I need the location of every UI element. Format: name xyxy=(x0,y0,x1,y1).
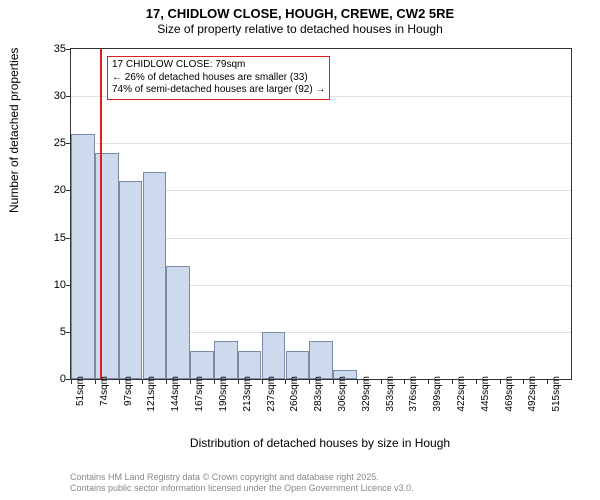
xtick-mark xyxy=(476,379,477,384)
gridline xyxy=(71,143,571,144)
marker-annotation: 17 CHIDLOW CLOSE: 79sqm ← 26% of detache… xyxy=(107,56,330,100)
xtick-label: 399sqm xyxy=(432,376,443,412)
annotation-line-3: 74% of semi-detached houses are larger (… xyxy=(112,84,325,97)
histogram-bar xyxy=(166,266,190,379)
y-axis-label: Number of detached properties xyxy=(7,48,21,213)
xtick-mark xyxy=(381,379,382,384)
xtick-mark xyxy=(71,379,72,384)
title-line-1: 17, CHIDLOW CLOSE, HOUGH, CREWE, CW2 5RE xyxy=(0,6,600,22)
annotation-line-2: ← 26% of detached houses are smaller (33… xyxy=(112,72,325,85)
chart-title: 17, CHIDLOW CLOSE, HOUGH, CREWE, CW2 5RE… xyxy=(0,0,600,37)
xtick-mark xyxy=(190,379,191,384)
xtick-label: 237sqm xyxy=(266,376,277,412)
ytick-label: 35 xyxy=(41,43,66,55)
xtick-mark xyxy=(500,379,501,384)
xtick-mark xyxy=(357,379,358,384)
title-line-2: Size of property relative to detached ho… xyxy=(0,22,600,37)
xtick-label: 445sqm xyxy=(480,376,491,412)
footer-line-1: Contains HM Land Registry data © Crown c… xyxy=(70,472,414,483)
xtick-mark xyxy=(523,379,524,384)
histogram-bar xyxy=(119,181,143,379)
xtick-label: 121sqm xyxy=(146,376,157,412)
x-axis-label: Distribution of detached houses by size … xyxy=(70,436,570,473)
ytick-label: 25 xyxy=(41,137,66,149)
chart-container: Number of detached properties 0510152025… xyxy=(45,48,575,418)
xtick-mark xyxy=(119,379,120,384)
xtick-mark xyxy=(262,379,263,384)
xtick-label: 74sqm xyxy=(99,376,110,406)
xtick-label: 515sqm xyxy=(551,376,562,412)
xtick-label: 283sqm xyxy=(313,376,324,412)
xtick-label: 167sqm xyxy=(194,376,205,412)
xtick-label: 376sqm xyxy=(408,376,419,412)
histogram-bar xyxy=(214,341,238,379)
xtick-mark xyxy=(95,379,96,384)
xtick-label: 353sqm xyxy=(385,376,396,412)
ytick-label: 30 xyxy=(41,90,66,102)
ytick-mark xyxy=(66,49,71,50)
ytick-mark xyxy=(66,96,71,97)
histogram-bar xyxy=(286,351,310,379)
xtick-mark xyxy=(333,379,334,384)
histogram-bar xyxy=(309,341,333,379)
property-marker-line xyxy=(100,49,102,379)
xtick-label: 97sqm xyxy=(123,376,134,406)
xtick-mark xyxy=(214,379,215,384)
ytick-label: 5 xyxy=(41,326,66,338)
ytick-label: 10 xyxy=(41,279,66,291)
xtick-mark xyxy=(238,379,239,384)
plot-area: 05101520253035 17 CHIDLOW CLOSE: 79sqm ←… xyxy=(70,48,572,380)
xtick-label: 260sqm xyxy=(289,376,300,412)
xtick-mark xyxy=(428,379,429,384)
footer-line-2: Contains public sector information licen… xyxy=(70,483,414,494)
xtick-label: 306sqm xyxy=(337,376,348,412)
ytick-label: 15 xyxy=(41,232,66,244)
histogram-bar xyxy=(262,332,286,379)
xtick-label: 144sqm xyxy=(170,376,181,412)
annotation-line-1: 17 CHIDLOW CLOSE: 79sqm xyxy=(112,59,325,72)
xtick-label: 213sqm xyxy=(242,376,253,412)
xtick-label: 469sqm xyxy=(504,376,515,412)
xtick-mark xyxy=(309,379,310,384)
xtick-mark xyxy=(404,379,405,384)
histogram-bar xyxy=(71,134,95,379)
xtick-label: 51sqm xyxy=(75,376,86,406)
xtick-mark xyxy=(166,379,167,384)
xtick-label: 492sqm xyxy=(527,376,538,412)
footer-attribution: Contains HM Land Registry data © Crown c… xyxy=(70,472,414,495)
histogram-bar xyxy=(238,351,262,379)
xtick-mark xyxy=(452,379,453,384)
ytick-label: 0 xyxy=(41,373,66,385)
xtick-label: 422sqm xyxy=(456,376,467,412)
xtick-label: 190sqm xyxy=(218,376,229,412)
xtick-mark xyxy=(285,379,286,384)
xtick-mark xyxy=(142,379,143,384)
xtick-mark xyxy=(547,379,548,384)
xtick-label: 329sqm xyxy=(361,376,372,412)
histogram-bar xyxy=(190,351,214,379)
ytick-label: 20 xyxy=(41,184,66,196)
histogram-bar xyxy=(143,172,167,379)
